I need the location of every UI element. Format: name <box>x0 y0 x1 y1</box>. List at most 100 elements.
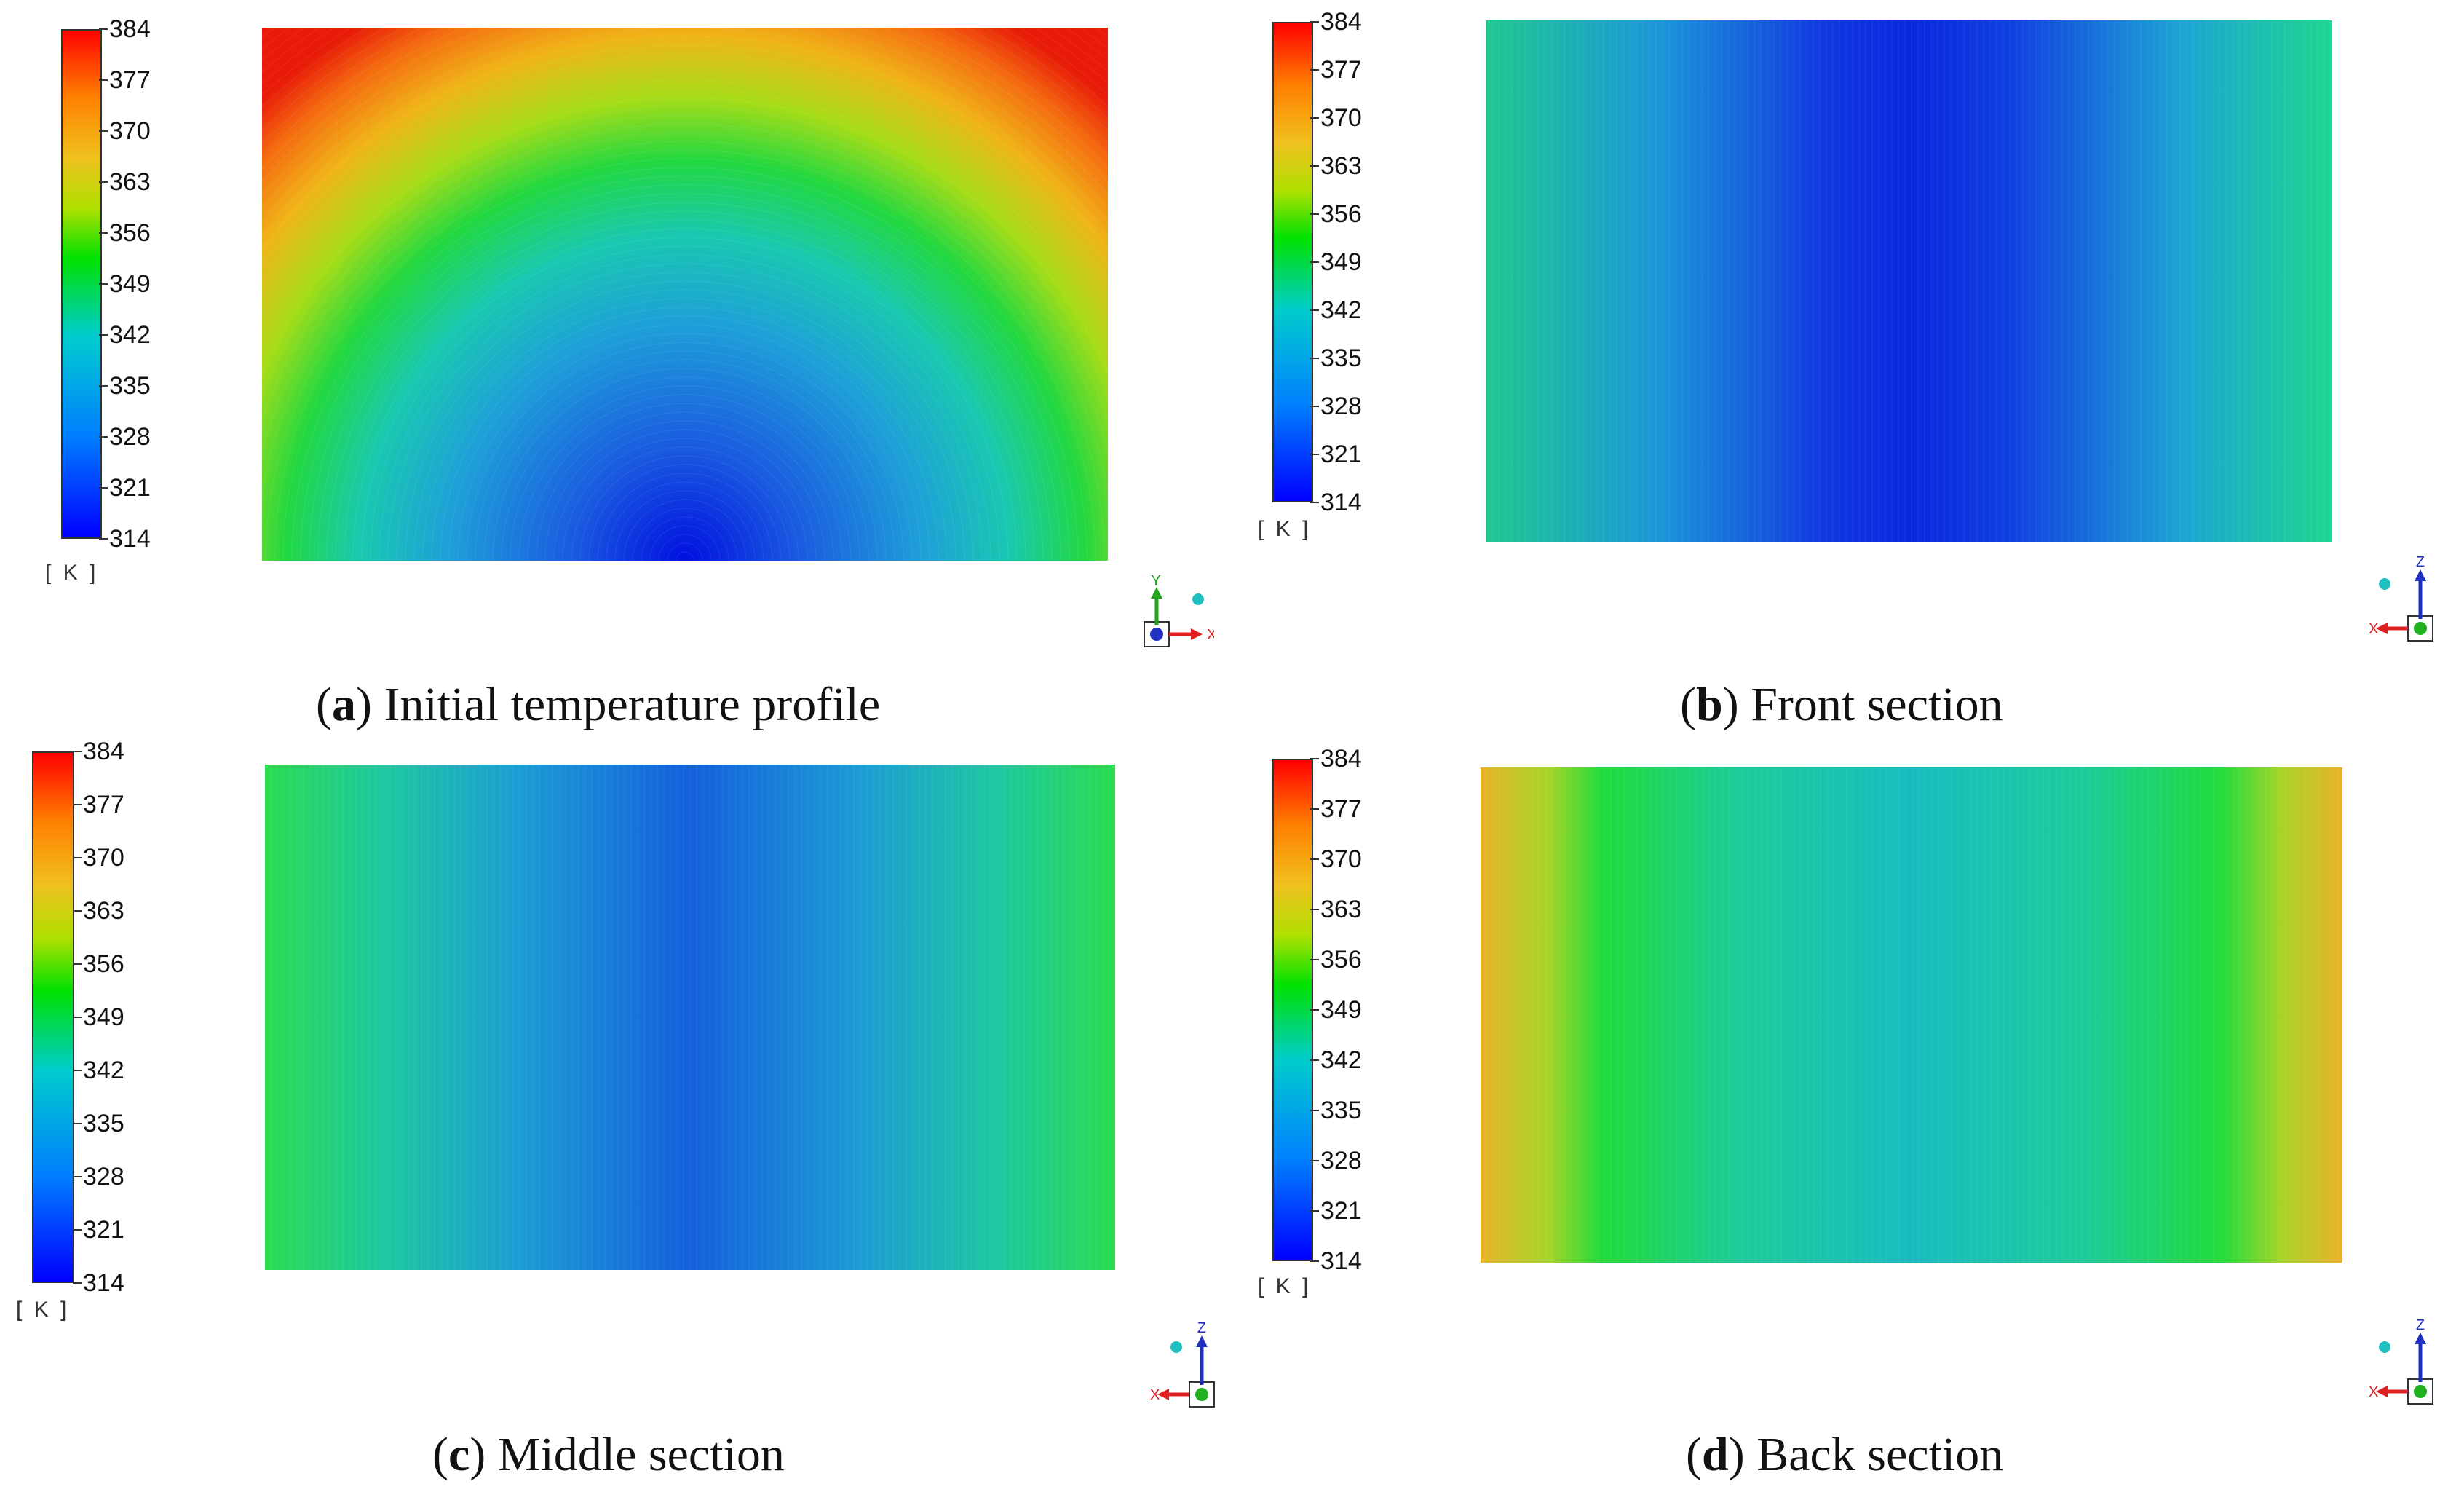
caption-text-b: Front section <box>1738 678 2003 731</box>
contour-arc <box>379 254 991 561</box>
axis-label-side-b: X <box>2369 621 2378 637</box>
temperature-field-b <box>1486 20 2332 542</box>
contour-arc <box>544 420 825 561</box>
contour-arc <box>614 490 756 561</box>
colorbar-tick-label: 384 <box>109 15 151 43</box>
colorbar-tick-mark <box>73 1017 82 1018</box>
colorbar-tick-label: 342 <box>83 1057 124 1084</box>
colorbar-tick-mark <box>99 28 108 30</box>
colorbar-tick-label: 363 <box>83 897 124 925</box>
colorbar-tick-label: 321 <box>1320 441 1362 468</box>
contour-arc <box>300 175 1070 561</box>
contour-arc <box>483 359 887 561</box>
colorbar-tick-mark <box>1310 69 1319 71</box>
colorbar-tick-mark <box>1310 165 1319 167</box>
colorbar-tick-mark <box>73 963 82 965</box>
colorbar-tick-label: 377 <box>1320 56 1362 84</box>
contour-arc <box>262 114 1108 422</box>
contour-arc <box>291 167 1079 561</box>
colorbar-c <box>32 751 74 1283</box>
contour-arc <box>527 403 843 561</box>
contour-arc <box>309 184 1061 561</box>
colorbar-tick-mark <box>1310 1110 1319 1111</box>
temperature-field-c <box>265 765 1115 1270</box>
contour-arc <box>667 542 703 561</box>
caption-b: (b) Front section <box>1680 678 2003 731</box>
colorbar-unit-b: [ K ] <box>1258 517 1312 541</box>
colorbar-tick-label: 349 <box>109 270 151 298</box>
contour-arc <box>632 508 738 561</box>
colorbar-d <box>1272 759 1313 1261</box>
colorbar-tick-label: 335 <box>109 372 151 400</box>
colorbar-tick-label: 321 <box>1320 1197 1362 1225</box>
colorbar-tick-mark <box>1310 808 1319 810</box>
colorbar-tick-mark <box>99 283 108 285</box>
contour-arc <box>440 315 930 561</box>
colorbar-tick-mark <box>1310 1160 1319 1161</box>
colorbar-tick-mark <box>73 1070 82 1071</box>
panel-d: [ K ] Z X (d) Back section 384 377 <box>1232 746 2464 1500</box>
colorbar-tick-label: 328 <box>83 1163 124 1191</box>
colorbar-tick-mark <box>99 538 108 540</box>
colorbar-tick-label: 384 <box>83 738 124 765</box>
colorbar-tick-mark <box>1310 406 1319 407</box>
colorbar-unit-a: [ K ] <box>45 561 99 585</box>
colorbar-tick-mark <box>1310 117 1319 119</box>
colorbar-tick-label: 349 <box>1320 996 1362 1024</box>
colorbar-tick-label: 314 <box>1320 1247 1362 1275</box>
colorbar-tick-label: 321 <box>109 474 151 502</box>
contour-arc <box>588 464 782 561</box>
colorbar-tick-mark <box>1310 454 1319 455</box>
colorbar-tick-label: 384 <box>1320 745 1362 773</box>
caption-text-a: Initial temperature profile <box>371 678 881 731</box>
contour-arc <box>344 219 1026 561</box>
contour-arc <box>571 446 799 561</box>
colorbar-tick-label: 370 <box>83 844 124 872</box>
colorbar-tick-label: 377 <box>83 791 124 818</box>
colorbar-tick-label: 335 <box>83 1110 124 1137</box>
colorbar-tick-mark <box>99 436 108 438</box>
colorbar-tick-label: 363 <box>109 168 151 196</box>
colorbar-tick-label: 370 <box>1320 104 1362 132</box>
colorbar-tick-label: 370 <box>109 117 151 145</box>
colorbar-tick-label: 335 <box>1320 344 1362 372</box>
axis-label-up-d: Z <box>2416 1317 2425 1333</box>
contour-arc <box>518 394 852 561</box>
contour-arc <box>282 158 1088 561</box>
contour-arc <box>361 237 1009 561</box>
contour-arc <box>265 141 1105 561</box>
contour-arc <box>466 342 904 561</box>
colorbar-tick-mark <box>1310 502 1319 503</box>
colorbar-tick-mark <box>99 79 108 81</box>
colorbar-tick-label: 335 <box>1320 1097 1362 1124</box>
axis-triad-b: Z X <box>2369 554 2433 642</box>
colorbar-tick-label: 356 <box>1320 946 1362 974</box>
contour-arc <box>448 324 922 561</box>
temperature-field-a <box>262 28 1108 561</box>
caption-letter-d: d <box>1701 1428 1729 1481</box>
axis-triad-a: Y X <box>1144 574 1214 647</box>
colorbar-tick-mark <box>1310 309 1319 311</box>
contour-arc <box>510 385 860 561</box>
colorbar-tick-mark <box>73 857 82 858</box>
colorbar-tick-label: 342 <box>1320 296 1362 324</box>
colorbar-tick-mark <box>73 1282 82 1284</box>
panel-c: [ K ] Z X (c) Middle section 384 377 370 36… <box>0 739 1232 1500</box>
contour-arc <box>335 210 1035 561</box>
panel-a: [ K ] Y X (a) Initial temperature <box>0 0 1232 750</box>
colorbar-tick-mark <box>1310 1009 1319 1011</box>
colorbar-unit-c: [ K ] <box>16 1298 70 1322</box>
caption-letter-c: c <box>448 1428 470 1481</box>
colorbar-tick-label: 370 <box>1320 845 1362 873</box>
contour-arc <box>262 132 1108 499</box>
contour-arc <box>649 525 721 561</box>
colorbar-tick-mark <box>73 1123 82 1124</box>
colorbar-tick-mark <box>73 1229 82 1231</box>
caption-text-c: Middle section <box>486 1428 785 1481</box>
contour-arc <box>352 228 1018 561</box>
colorbar-tick-mark <box>1310 1260 1319 1262</box>
colorbar-tick-label: 328 <box>1320 392 1362 420</box>
colorbar-tick-label: 314 <box>109 525 151 553</box>
axis-label-up-b: Z <box>2416 554 2425 570</box>
contour-arc <box>370 245 1000 561</box>
